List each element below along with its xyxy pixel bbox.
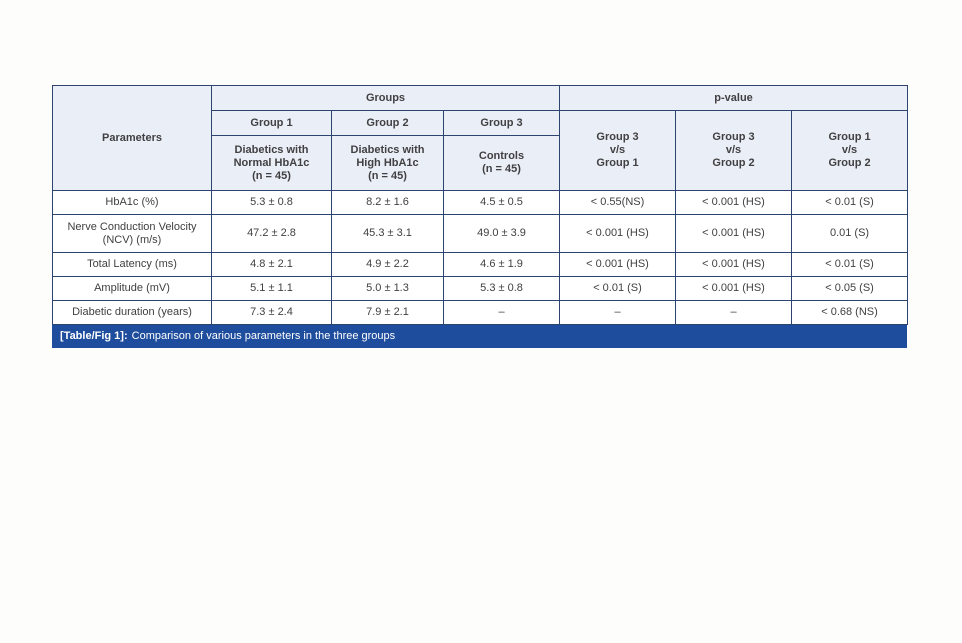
table-figure: Parameters Groups p-value Group 1 Group …	[52, 85, 909, 348]
table-row: Diabetic duration (years) 7.3 ± 2.4 7.9 …	[52, 300, 909, 325]
pvalue-col1-header: Group 3 v/s Group 1	[559, 110, 677, 191]
group2-description: Diabetics with High HbA1c (n = 45)	[331, 135, 444, 191]
value-cell: 47.2 ± 2.8	[211, 214, 332, 253]
pvalue-cell: < 0.001 (HS)	[675, 252, 793, 277]
group2-header: Group 2	[331, 110, 444, 136]
group3-header: Group 3	[442, 110, 561, 136]
pvalue-cell: < 0.001 (HS)	[559, 214, 677, 253]
table-row: Nerve Conduction Velocity (NCV) (m/s) 47…	[52, 214, 909, 253]
table-row: Amplitude (mV) 5.1 ± 1.1 5.0 ± 1.3 5.3 ±…	[52, 276, 909, 301]
value-cell: 4.6 ± 1.9	[442, 252, 561, 277]
table-row: Total Latency (ms) 4.8 ± 2.1 4.9 ± 2.2 4…	[52, 252, 909, 277]
value-cell: 5.3 ± 0.8	[211, 190, 332, 215]
pvalue-cell: < 0.001 (HS)	[675, 214, 793, 253]
parameter-cell: Nerve Conduction Velocity (NCV) (m/s)	[52, 214, 212, 253]
comparison-table: Parameters Groups p-value Group 1 Group …	[52, 85, 909, 325]
value-cell: 5.3 ± 0.8	[442, 276, 561, 301]
pvalue-col3-header: Group 1 v/s Group 2	[791, 110, 909, 191]
value-cell: 7.9 ± 2.1	[331, 300, 444, 325]
value-cell: 5.1 ± 1.1	[211, 276, 332, 301]
value-cell: 4.9 ± 2.2	[331, 252, 444, 277]
pvalue-cell: < 0.001 (HS)	[675, 276, 793, 301]
value-cell: 45.3 ± 3.1	[331, 214, 444, 253]
group1-description: Diabetics with Normal HbA1c (n = 45)	[211, 135, 332, 191]
pvalue-cell: –	[559, 300, 677, 325]
value-cell: 8.2 ± 1.6	[331, 190, 444, 215]
table-row: HbA1c (%) 5.3 ± 0.8 8.2 ± 1.6 4.5 ± 0.5 …	[52, 190, 909, 215]
value-cell: 7.3 ± 2.4	[211, 300, 332, 325]
pvalue-cell: –	[675, 300, 793, 325]
value-cell: 4.5 ± 0.5	[442, 190, 561, 215]
parameter-cell: Amplitude (mV)	[52, 276, 212, 301]
pvalue-cell: < 0.001 (HS)	[675, 190, 793, 215]
pvalue-col2-header: Group 3 v/s Group 2	[675, 110, 793, 191]
parameter-cell: Diabetic duration (years)	[52, 300, 212, 325]
value-cell: 5.0 ± 1.3	[331, 276, 444, 301]
value-cell: –	[442, 300, 561, 325]
table-caption: [Table/Fig 1]: Comparison of various para…	[52, 325, 907, 348]
parameter-cell: HbA1c (%)	[52, 190, 212, 215]
pvalue-section-header: p-value	[559, 85, 909, 111]
pvalue-cell: < 0.01 (S)	[559, 276, 677, 301]
pvalue-cell: < 0.68 (NS)	[791, 300, 909, 325]
pvalue-cell: < 0.01 (S)	[791, 190, 909, 215]
value-cell: 49.0 ± 3.9	[442, 214, 561, 253]
pvalue-cell: < 0.05 (S)	[791, 276, 909, 301]
value-cell: 4.8 ± 2.1	[211, 252, 332, 277]
groups-section-header: Groups	[210, 85, 561, 111]
caption-text: Comparison of various parameters in the …	[131, 330, 396, 342]
caption-label: [Table/Fig 1]:	[60, 330, 128, 342]
pvalue-cell: 0.01 (S)	[791, 214, 909, 253]
pvalue-cell: < 0.01 (S)	[791, 252, 909, 277]
pvalue-cell: < 0.001 (HS)	[559, 252, 677, 277]
parameters-header: Parameters	[52, 85, 212, 191]
group3-description: Controls (n = 45)	[442, 135, 561, 191]
group1-header: Group 1	[211, 110, 332, 136]
pvalue-cell: < 0.55(NS)	[559, 190, 677, 215]
parameter-cell: Total Latency (ms)	[52, 252, 212, 277]
